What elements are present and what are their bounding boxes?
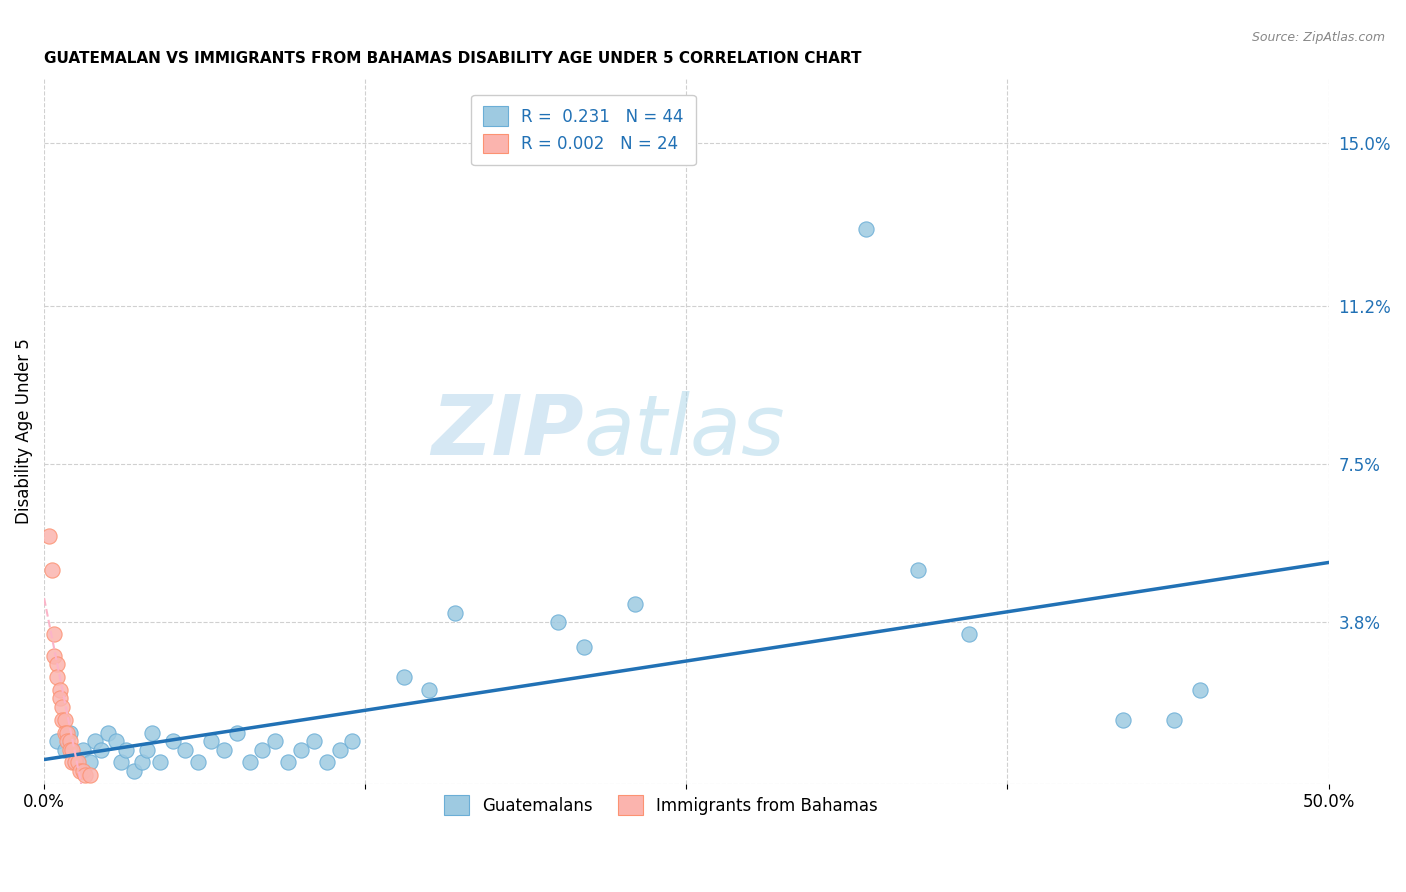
Point (1189, 682, 1212, 697)
Point (277, 756, 299, 770)
Point (48, 691, 70, 706)
Point (56, 725, 79, 739)
Point (56, 734, 79, 748)
Point (60, 756, 83, 770)
Point (855, 221, 877, 235)
Point (72, 742, 94, 756)
Point (174, 742, 197, 756)
Point (418, 682, 440, 697)
Point (59, 734, 82, 748)
Point (302, 734, 325, 748)
Point (46, 734, 69, 748)
Point (59, 742, 82, 756)
Point (46, 670, 69, 684)
Point (90, 742, 112, 756)
Point (315, 756, 337, 770)
Point (75, 768, 97, 782)
Point (225, 725, 247, 739)
Point (84, 734, 107, 748)
Point (162, 734, 184, 748)
Text: atlas: atlas (583, 391, 785, 472)
Point (72, 764, 94, 778)
Point (59, 725, 82, 739)
Point (444, 606, 467, 620)
Point (392, 670, 415, 684)
Point (69, 764, 91, 778)
Point (572, 640, 595, 654)
Point (328, 742, 350, 756)
Point (46, 657, 69, 672)
Point (547, 615, 569, 629)
Point (252, 742, 274, 756)
Point (53, 742, 76, 756)
Point (907, 563, 929, 577)
Point (79, 768, 101, 782)
Point (131, 756, 153, 770)
Point (212, 742, 235, 756)
Point (44, 648, 66, 663)
Point (110, 756, 132, 770)
Point (141, 725, 163, 739)
Point (51, 713, 73, 727)
Point (63, 756, 86, 770)
Point (122, 764, 145, 778)
Point (290, 742, 312, 756)
Text: GUATEMALAN VS IMMIGRANTS FROM BAHAMAS DISABILITY AGE UNDER 5 CORRELATION CHART: GUATEMALAN VS IMMIGRANTS FROM BAHAMAS DI… (44, 51, 862, 66)
Point (105, 734, 128, 748)
Legend: Guatemalans, Immigrants from Bahamas: Guatemalans, Immigrants from Bahamas (433, 786, 887, 825)
Point (135, 742, 157, 756)
Point (624, 598, 647, 612)
Point (44, 627, 66, 641)
Y-axis label: Disability Age Under 5: Disability Age Under 5 (15, 339, 32, 524)
Point (79, 756, 101, 770)
Point (48, 682, 70, 697)
Point (97, 725, 120, 739)
Point (63, 756, 86, 770)
Point (53, 713, 76, 727)
Point (342, 734, 364, 748)
Point (53, 725, 76, 739)
Text: ZIP: ZIP (432, 391, 583, 472)
Point (264, 734, 287, 748)
Point (149, 756, 172, 770)
Point (1112, 713, 1135, 727)
Point (51, 699, 73, 714)
Text: Source: ZipAtlas.com: Source: ZipAtlas.com (1251, 31, 1385, 45)
Point (41, 563, 63, 577)
Point (38, 529, 60, 543)
Point (187, 756, 209, 770)
Point (1163, 713, 1185, 727)
Point (957, 627, 980, 641)
Point (66, 756, 89, 770)
Point (200, 734, 222, 748)
Point (60, 742, 83, 756)
Point (115, 742, 138, 756)
Point (239, 756, 262, 770)
